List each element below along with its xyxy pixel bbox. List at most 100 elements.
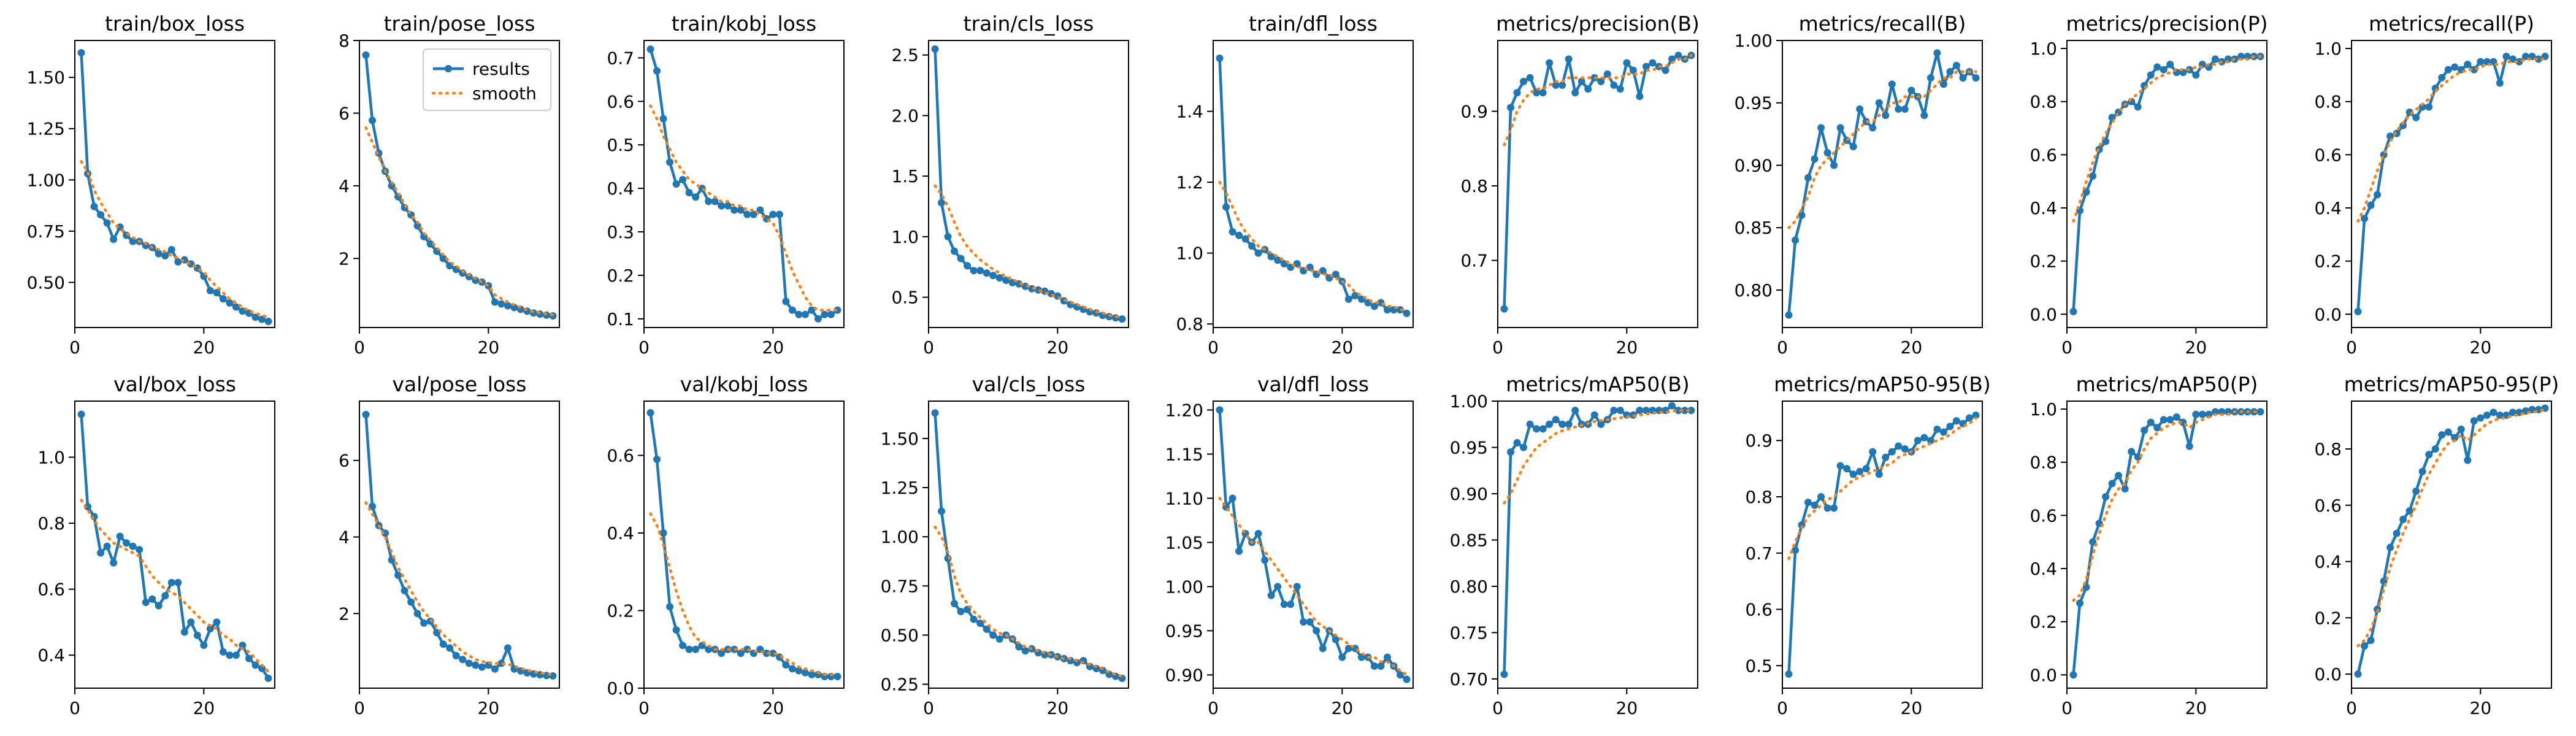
results-point	[1636, 407, 1644, 415]
plot-frame	[1213, 40, 1414, 328]
results-point	[136, 546, 144, 554]
results-point	[459, 656, 467, 664]
y-tick-label: 0.90	[1735, 155, 1773, 175]
results-point	[2128, 448, 2136, 456]
y-tick-label: 2.0	[891, 105, 919, 126]
results-point	[2153, 424, 2161, 432]
y-tick-label: 1.25	[27, 119, 65, 139]
results-point	[995, 635, 1003, 643]
y-tick-label: 0.2	[2030, 612, 2057, 632]
y-tick-label: 0.4	[2314, 552, 2342, 572]
results-point	[2134, 103, 2142, 111]
results-point	[1798, 211, 1806, 219]
results-point	[232, 303, 240, 311]
results-point	[110, 559, 118, 567]
results-point	[1539, 89, 1547, 97]
smooth-line	[1503, 408, 1693, 505]
results-point	[1520, 77, 1528, 85]
results-point	[2166, 61, 2174, 68]
x-tick-label: 20	[2185, 337, 2207, 358]
results-point	[827, 310, 835, 318]
y-tick-label: 2	[339, 248, 350, 269]
results-point	[2185, 442, 2193, 450]
results-point	[1972, 411, 1980, 419]
y-tick-label: 0.4	[2030, 559, 2057, 579]
results-point	[1901, 445, 1909, 453]
results-line	[649, 412, 838, 678]
results-point	[1933, 425, 1941, 433]
x-tick-label: 20	[1901, 698, 1923, 718]
results-point	[1229, 494, 1236, 502]
y-tick-label: 0.0	[2030, 304, 2057, 324]
results-point	[653, 455, 661, 463]
panel-title: metrics/recall(B)	[1799, 12, 1966, 36]
results-point	[834, 673, 841, 681]
results-point	[976, 267, 984, 275]
results-point	[801, 310, 809, 318]
results-point	[2534, 55, 2542, 63]
x-tick-label: 0	[69, 698, 80, 718]
results-point	[478, 663, 486, 671]
results-point	[1513, 439, 1521, 447]
x-tick-label: 0	[1492, 698, 1503, 718]
results-point	[1888, 448, 1896, 456]
smooth-line	[1218, 497, 1408, 677]
results-point	[1267, 591, 1275, 599]
results-point	[666, 603, 674, 611]
y-tick-label: 0.85	[1735, 218, 1773, 238]
results-point	[1383, 306, 1391, 314]
results-point	[2153, 63, 2161, 71]
results-point	[808, 306, 816, 314]
results-point	[103, 219, 111, 227]
results-point	[951, 247, 959, 255]
results-point	[679, 642, 687, 650]
results-point	[2108, 480, 2116, 488]
results-point	[1933, 49, 1941, 57]
panel-metrics-map50-95-b: metrics/mAP50-95(B) 0 20 0.5 0.6 0.7 0.8 0.9	[1745, 372, 1990, 718]
y-tick-label: 1.10	[1165, 488, 1203, 508]
results-point	[401, 586, 408, 594]
results-point	[77, 410, 85, 418]
results-point	[1823, 149, 1831, 157]
y-tick-label: 0.0	[2030, 665, 2057, 685]
results-point	[1370, 662, 1378, 670]
results-point	[142, 599, 150, 607]
results-point	[646, 45, 654, 53]
y-tick-label: 1.2	[1176, 172, 1203, 193]
results-point	[1552, 81, 1560, 89]
results-point	[938, 507, 946, 515]
panel-title: metrics/precision(P)	[2066, 12, 2267, 36]
y-tick-label: 0.7	[607, 48, 634, 68]
y-tick-label: 0.8	[37, 513, 65, 534]
results-point	[718, 202, 726, 210]
results-line	[364, 414, 553, 678]
y-tick-label: 0.8	[1176, 314, 1203, 334]
results-point	[2451, 63, 2459, 71]
results-point	[983, 269, 991, 277]
panel-val-kobj-loss: val/kobj_loss 0 20 0.0 0.2 0.4 0.6	[607, 372, 845, 718]
results-point	[2425, 451, 2433, 459]
results-point	[976, 619, 984, 627]
y-tick-label: 0.80	[1450, 577, 1488, 597]
results-point	[193, 631, 201, 639]
results-point	[1836, 462, 1844, 470]
results-point	[762, 650, 770, 657]
results-point	[1836, 124, 1844, 132]
results-point	[2354, 670, 2362, 678]
results-point	[504, 302, 512, 310]
results-point	[1882, 112, 1890, 120]
results-point	[232, 651, 240, 659]
results-point	[944, 232, 952, 240]
results-point	[1274, 256, 1282, 264]
y-tick-label: 0.6	[2314, 496, 2342, 516]
results-point	[1552, 416, 1560, 424]
results-point	[788, 665, 796, 673]
results-point	[1856, 467, 1864, 475]
plot-frame	[1782, 401, 1983, 689]
smooth-line	[649, 512, 839, 678]
results-point	[2496, 79, 2504, 87]
results-point	[251, 313, 259, 321]
y-tick-label: 2.5	[891, 45, 919, 66]
smooth-line	[1787, 70, 1977, 229]
results-point	[1817, 493, 1825, 500]
